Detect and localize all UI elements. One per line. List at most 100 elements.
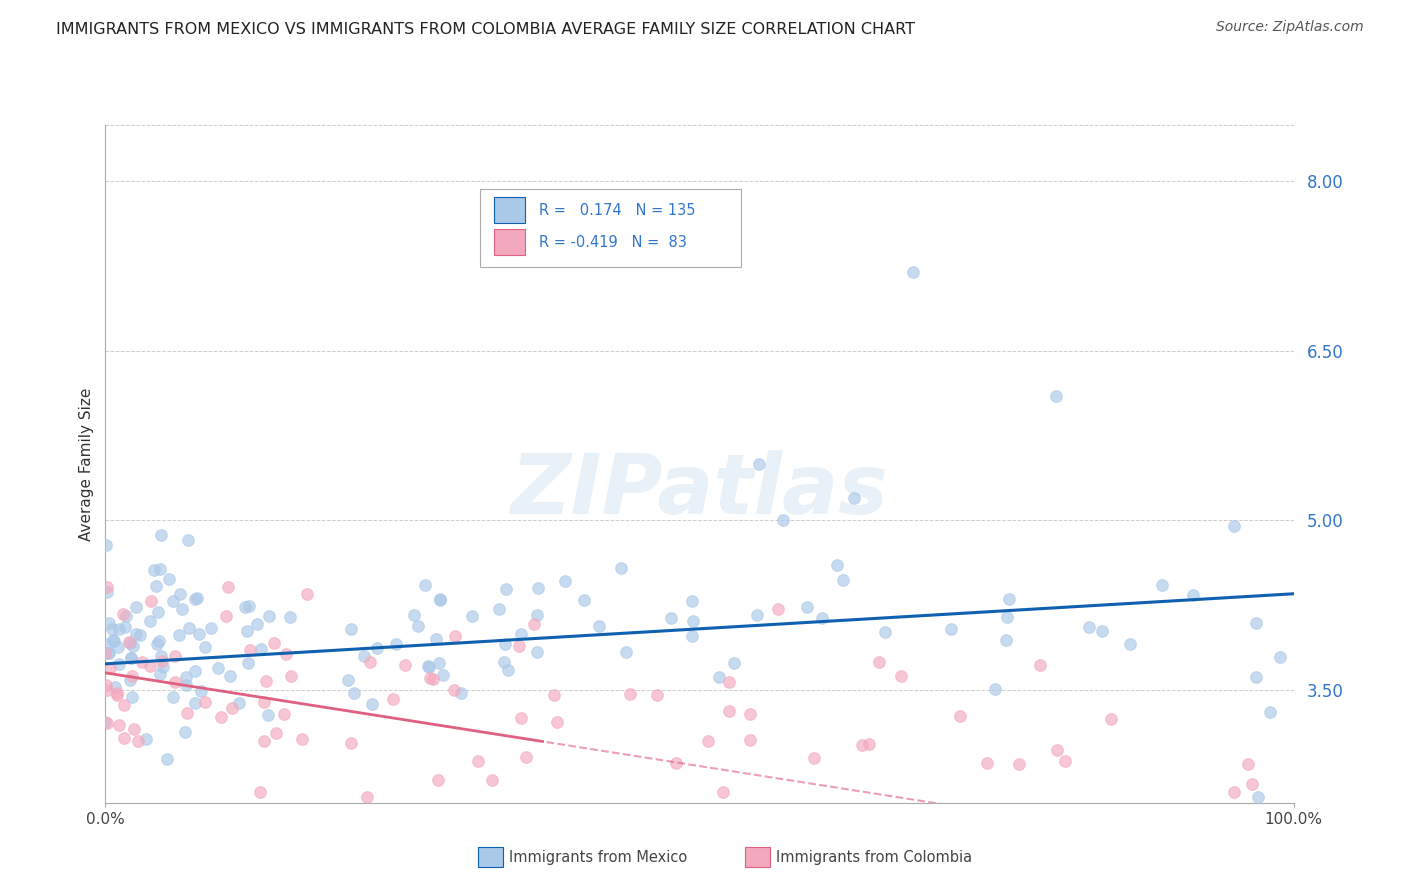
- Point: [1241, 777, 1264, 791]
- Point: [682, 614, 704, 628]
- Point: [246, 616, 269, 631]
- Point: [356, 790, 378, 805]
- Text: Immigrants from Colombia: Immigrants from Colombia: [776, 850, 972, 864]
- Point: [105, 688, 128, 702]
- Point: [194, 640, 217, 655]
- Point: [385, 637, 408, 651]
- Point: [1152, 578, 1174, 592]
- Point: [1099, 712, 1122, 726]
- Point: [481, 772, 503, 787]
- Point: [121, 669, 143, 683]
- Point: [97, 616, 120, 631]
- Point: [139, 659, 162, 673]
- Point: [337, 673, 360, 687]
- Point: [738, 733, 761, 747]
- Point: [252, 695, 274, 709]
- Point: [997, 591, 1019, 606]
- Point: [176, 706, 198, 721]
- Point: [238, 656, 260, 670]
- Point: [297, 586, 319, 600]
- Point: [156, 752, 179, 766]
- Point: [1008, 757, 1031, 772]
- FancyBboxPatch shape: [494, 197, 524, 223]
- Point: [152, 660, 174, 674]
- Point: [610, 561, 633, 575]
- Point: [873, 624, 896, 639]
- Point: [96, 580, 118, 594]
- Point: [176, 533, 198, 547]
- Point: [101, 622, 124, 636]
- Point: [619, 687, 641, 701]
- Point: [142, 563, 165, 577]
- Point: [711, 784, 734, 798]
- Point: [163, 674, 186, 689]
- Point: [127, 734, 149, 748]
- Point: [427, 773, 450, 788]
- Point: [681, 594, 703, 608]
- Point: [419, 671, 441, 685]
- Point: [461, 609, 484, 624]
- Point: [510, 626, 533, 640]
- Point: [526, 582, 548, 596]
- Point: [360, 697, 382, 711]
- Point: [510, 711, 533, 725]
- Point: [96, 683, 118, 698]
- Point: [157, 573, 180, 587]
- Point: [103, 633, 125, 648]
- Point: [1046, 743, 1069, 757]
- Point: [1268, 650, 1291, 665]
- Point: [366, 640, 388, 655]
- Point: [120, 650, 142, 665]
- Point: [96, 585, 118, 599]
- Point: [221, 700, 243, 714]
- Point: [217, 580, 239, 594]
- Point: [148, 634, 170, 648]
- Point: [554, 574, 576, 588]
- Point: [146, 637, 169, 651]
- Point: [842, 491, 865, 505]
- Point: [427, 657, 450, 671]
- Point: [796, 600, 818, 615]
- Point: [588, 619, 610, 633]
- Point: [254, 674, 277, 689]
- Point: [523, 617, 546, 632]
- Point: [184, 696, 207, 710]
- Point: [118, 673, 141, 687]
- Point: [169, 587, 191, 601]
- Point: [263, 635, 285, 649]
- Point: [1045, 389, 1067, 403]
- Point: [138, 614, 160, 628]
- Point: [98, 661, 121, 675]
- Point: [1077, 620, 1099, 634]
- Point: [498, 663, 520, 677]
- Point: [103, 634, 125, 648]
- Point: [104, 680, 127, 694]
- Point: [239, 643, 262, 657]
- Point: [125, 599, 148, 614]
- Point: [122, 639, 145, 653]
- Text: R =   0.174   N = 135: R = 0.174 N = 135: [538, 202, 696, 218]
- Point: [1091, 624, 1114, 639]
- Point: [278, 610, 301, 624]
- Point: [1119, 637, 1142, 651]
- Point: [253, 734, 276, 748]
- Point: [129, 628, 152, 642]
- Point: [1258, 706, 1281, 720]
- Point: [422, 672, 444, 686]
- Point: [425, 632, 447, 646]
- Point: [114, 620, 136, 634]
- Point: [200, 621, 222, 635]
- Point: [115, 609, 138, 624]
- Point: [574, 593, 596, 607]
- Point: [976, 756, 998, 770]
- Point: [96, 637, 118, 651]
- Point: [174, 677, 197, 691]
- Point: [508, 639, 530, 653]
- Point: [112, 731, 135, 746]
- Point: [443, 682, 465, 697]
- Point: [177, 621, 200, 635]
- Point: [868, 655, 890, 669]
- Point: [681, 629, 703, 643]
- Point: [96, 716, 118, 731]
- Point: [190, 683, 212, 698]
